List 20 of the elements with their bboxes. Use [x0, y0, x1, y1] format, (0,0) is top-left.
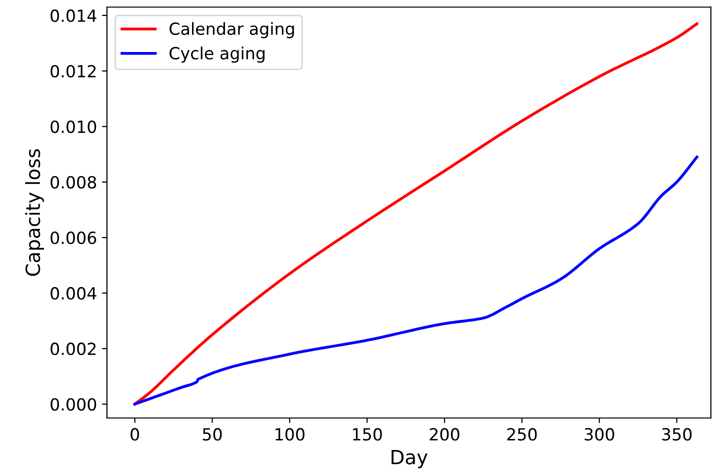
y-axis-title: Capacity loss	[25, 149, 44, 276]
x-tick-label: 50	[202, 428, 222, 441]
y-tick-label: 0.010	[50, 120, 96, 134]
x-tick-label: 250	[507, 428, 537, 441]
legend-label: Calendar aging	[170, 22, 294, 38]
y-tick-label: 0.004	[50, 287, 96, 300]
y-tick-label: 0.014	[50, 9, 96, 22]
y-tick-label: 0.008	[50, 176, 96, 189]
x-tick-label: 0	[130, 428, 140, 441]
x-tick-label: 100	[276, 428, 304, 441]
x-axis-title: Day	[392, 450, 428, 468]
legend-label: Cycle aging	[170, 46, 265, 63]
y-tick-label: 0.012	[50, 64, 96, 78]
x-tick-label: 300	[584, 428, 614, 441]
y-tick-label: 0.000	[50, 398, 96, 411]
x-tick-label: 150	[353, 428, 382, 441]
y-tick-label: 0.002	[50, 342, 96, 356]
x-tick-label: 350	[662, 428, 692, 441]
x-tick-label: 200	[430, 428, 460, 441]
y-tick-label: 0.006	[50, 232, 96, 244]
